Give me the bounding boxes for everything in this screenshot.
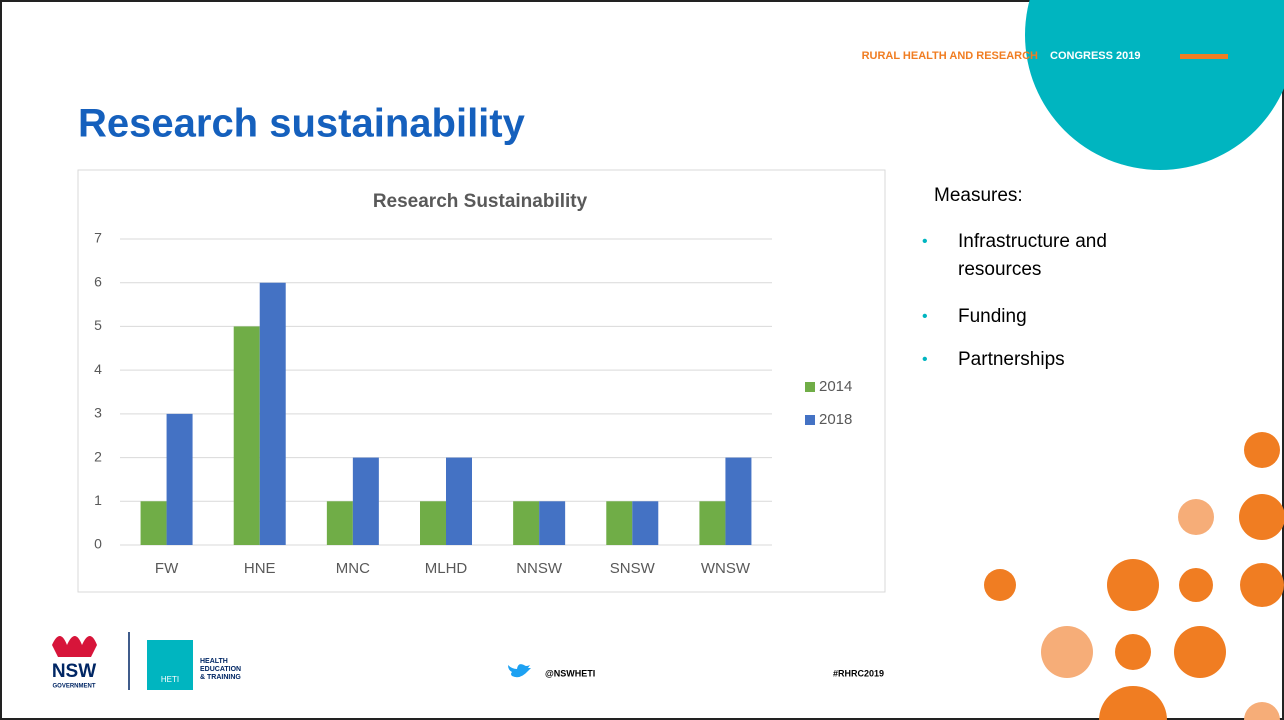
decor-dots bbox=[984, 432, 1284, 720]
banner-right: CONGRESS 2019 bbox=[1050, 50, 1140, 62]
y-tick-label: 7 bbox=[94, 230, 102, 246]
legend-label: 2018 bbox=[819, 411, 852, 428]
bar bbox=[260, 283, 286, 545]
y-tick-label: 3 bbox=[94, 405, 102, 421]
hashtag: #RHRC2019 bbox=[833, 668, 884, 678]
footer: NSW GOVERNMENT HETI HEALTH EDUCATION & T… bbox=[52, 632, 884, 690]
y-tick-label: 2 bbox=[94, 448, 102, 464]
bar bbox=[725, 458, 751, 545]
nsw-logo: NSW bbox=[52, 661, 96, 682]
y-tick-label: 1 bbox=[94, 492, 102, 508]
x-tick-label: FW bbox=[155, 560, 179, 577]
chart-title: Research Sustainability bbox=[373, 191, 588, 212]
heti-badge: HETI bbox=[161, 675, 179, 684]
banner-left: RURAL HEALTH AND RESEARCH bbox=[862, 50, 1038, 62]
bar bbox=[353, 458, 379, 545]
bar bbox=[606, 501, 632, 545]
slide: RURAL HEALTH AND RESEARCH CONGRESS 2019 … bbox=[0, 0, 1284, 720]
heti-text: EDUCATION bbox=[200, 666, 241, 673]
bar bbox=[539, 501, 565, 545]
legend-swatch bbox=[805, 415, 815, 425]
measure-item: Partnerships bbox=[958, 349, 1065, 370]
measure-item: Funding bbox=[958, 306, 1027, 327]
chart-frame bbox=[78, 170, 885, 592]
y-tick-label: 5 bbox=[94, 317, 102, 333]
banner-bar bbox=[1180, 54, 1228, 59]
x-tick-label: SNSW bbox=[610, 560, 656, 577]
bullet: • bbox=[922, 308, 928, 325]
x-tick-label: HNE bbox=[244, 560, 276, 577]
legend-swatch bbox=[805, 382, 815, 392]
x-tick-label: WNSW bbox=[701, 560, 751, 577]
bullet: • bbox=[922, 233, 928, 250]
heti-text: & TRAINING bbox=[200, 674, 241, 681]
y-tick-label: 4 bbox=[94, 361, 102, 377]
legend-label: 2014 bbox=[819, 378, 852, 395]
x-tick-label: MLHD bbox=[425, 560, 468, 577]
heti-text: HEALTH bbox=[200, 658, 228, 665]
bar bbox=[513, 501, 539, 545]
bar bbox=[141, 501, 167, 545]
slide-title: Research sustainability bbox=[78, 102, 526, 146]
bullet: • bbox=[922, 351, 928, 368]
nsw-gov: GOVERNMENT bbox=[52, 684, 95, 690]
bar bbox=[446, 458, 472, 545]
bar bbox=[167, 414, 193, 545]
bar bbox=[327, 501, 353, 545]
slide-canvas: RURAL HEALTH AND RESEARCH CONGRESS 2019 … bbox=[0, 0, 1284, 720]
bar bbox=[699, 501, 725, 545]
measures-heading: Measures: bbox=[934, 185, 1023, 206]
y-tick-label: 0 bbox=[94, 536, 102, 552]
bar bbox=[234, 326, 260, 545]
twitter-handle: @NSWHETI bbox=[545, 668, 595, 678]
x-tick-label: NNSW bbox=[516, 560, 563, 577]
x-tick-label: MNC bbox=[336, 560, 370, 577]
decor-circle bbox=[1025, 0, 1284, 170]
y-tick-label: 6 bbox=[94, 273, 102, 289]
bar bbox=[632, 501, 658, 545]
bar bbox=[420, 501, 446, 545]
